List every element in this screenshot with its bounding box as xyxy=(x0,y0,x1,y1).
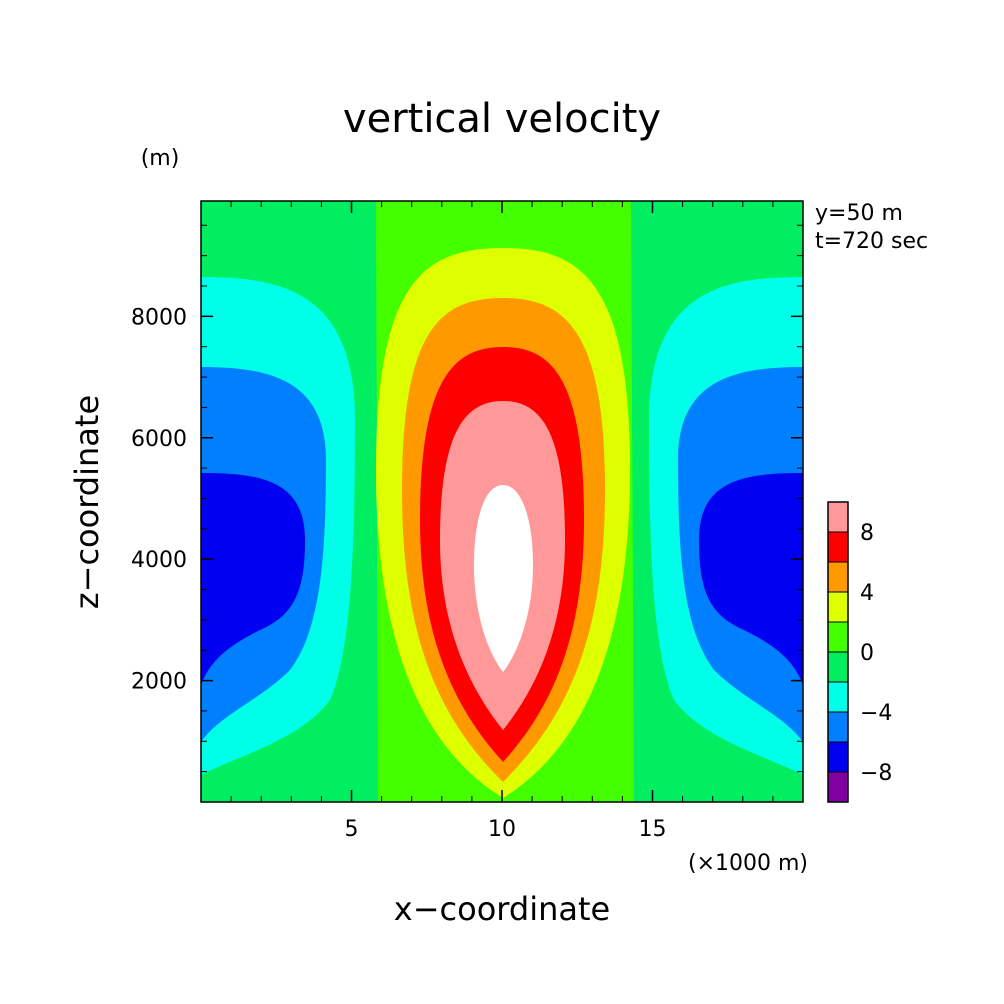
colorbar: −8 −4 0 4 8 xyxy=(827,501,892,803)
chart-title: vertical velocity xyxy=(343,96,661,142)
colorbar-swatch xyxy=(828,712,848,742)
x-axis-label: x−coordinate xyxy=(394,890,610,928)
colorbar-tick-label: −8 xyxy=(860,761,892,786)
y-tick-label: 8000 xyxy=(131,305,187,330)
colorbar-swatch xyxy=(828,502,848,532)
colorbar-swatch xyxy=(828,772,848,802)
colorbar-tick-label: 0 xyxy=(860,641,874,666)
x-tick-label: 15 xyxy=(639,817,667,842)
colorbar-swatch xyxy=(828,742,848,772)
x-tick-label: 5 xyxy=(345,817,359,842)
colorbar-tick-label: −4 xyxy=(860,701,892,726)
colorbar-swatch xyxy=(828,562,848,592)
x-axis: 5 10 15 xyxy=(345,201,667,842)
annotation-y-position: y=50 m xyxy=(815,201,903,226)
plot-area xyxy=(201,201,803,802)
y-tick-label: 2000 xyxy=(131,670,187,695)
y-unit-label: (m) xyxy=(141,146,180,171)
annotation-time: t=720 sec xyxy=(815,229,928,254)
colorbar-swatch xyxy=(828,592,848,622)
y-axis-label: z−coordinate xyxy=(68,395,106,609)
y-tick-label: 4000 xyxy=(131,548,187,573)
y-tick-label: 6000 xyxy=(131,427,187,452)
band-10-to-12 xyxy=(474,485,533,672)
colorbar-tick-label: 8 xyxy=(860,521,874,546)
x-unit-label: (×1000 m) xyxy=(688,851,808,876)
right-band-neg8-to-neg6 xyxy=(699,473,803,685)
colorbar-swatch xyxy=(828,622,848,652)
colorbar-tick-label: 4 xyxy=(860,581,874,606)
x-tick-label: 10 xyxy=(488,817,516,842)
minor-tick-marks xyxy=(201,201,803,802)
y-axis: 2000 4000 6000 8000 xyxy=(131,305,803,695)
colorbar-swatch xyxy=(828,532,848,562)
colorbar-swatch xyxy=(828,652,848,682)
annotation-group: y=50 m t=720 sec xyxy=(815,201,928,254)
left-band-neg8-to-neg6 xyxy=(201,473,305,685)
colorbar-swatch xyxy=(828,682,848,712)
